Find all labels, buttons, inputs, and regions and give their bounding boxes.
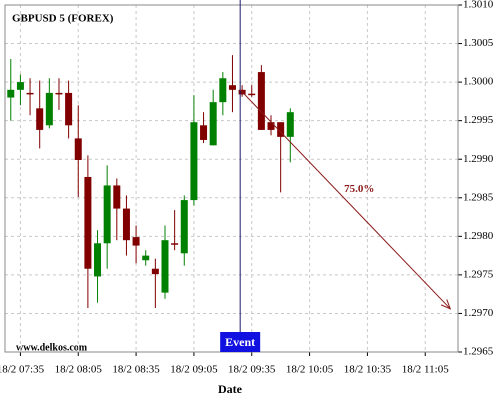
candle-body bbox=[7, 89, 15, 98]
x-tick-label: 18/2 10:35 bbox=[344, 364, 392, 376]
event-box bbox=[220, 332, 261, 352]
y-tick-label: 1.2985 bbox=[463, 191, 494, 203]
y-tick-label: 1.3005 bbox=[463, 37, 494, 49]
candle-body bbox=[132, 237, 140, 246]
x-tick-label: 18/2 08:05 bbox=[55, 364, 103, 376]
candle-body bbox=[228, 85, 236, 90]
candle-body bbox=[26, 92, 34, 95]
event-label: Event bbox=[225, 335, 255, 349]
chart-title: GBPUSD 5 (FOREX) bbox=[12, 13, 114, 25]
candle-body bbox=[16, 82, 24, 90]
y-tick-label: 1.2975 bbox=[463, 268, 494, 280]
y-tick-label: 1.2980 bbox=[463, 230, 494, 242]
x-tick-label: 18/2 07:35 bbox=[0, 364, 45, 376]
y-tick-label: 1.2965 bbox=[463, 346, 494, 358]
candle-body bbox=[55, 92, 63, 95]
candle-body bbox=[161, 240, 169, 293]
candle-body bbox=[171, 243, 179, 245]
candle-body bbox=[286, 112, 294, 137]
x-axis-label: Date bbox=[218, 382, 243, 396]
candle-body bbox=[45, 92, 53, 126]
candle-body bbox=[74, 138, 82, 160]
candle-body bbox=[151, 268, 159, 275]
candle-body bbox=[103, 185, 111, 244]
candle-body bbox=[142, 255, 150, 261]
y-tick-label: 1.2970 bbox=[463, 307, 494, 319]
candle-body bbox=[248, 93, 256, 96]
x-tick-label: 18/2 09:35 bbox=[228, 364, 276, 376]
x-tick-label: 18/2 09:05 bbox=[170, 364, 218, 376]
candle-body bbox=[209, 102, 217, 146]
projection-arrow bbox=[239, 89, 451, 310]
candle-body bbox=[180, 200, 188, 254]
candle-body bbox=[65, 92, 73, 126]
candle-body bbox=[219, 78, 227, 103]
x-tick-label: 18/2 11:05 bbox=[402, 364, 449, 376]
y-tick-label: 1.3000 bbox=[463, 76, 494, 88]
arrow-head bbox=[440, 299, 452, 310]
y-tick-label: 1.2995 bbox=[463, 114, 494, 126]
candle-body bbox=[36, 108, 44, 130]
candle-body bbox=[113, 185, 121, 209]
candle-body bbox=[267, 122, 275, 130]
candle-body bbox=[94, 243, 102, 277]
watermark: www.delkos.com bbox=[16, 342, 88, 353]
candle-body bbox=[122, 208, 130, 241]
x-tick-label: 18/2 10:05 bbox=[286, 364, 334, 376]
candle-body bbox=[84, 176, 92, 269]
x-tick-label: 18/2 08:35 bbox=[112, 364, 160, 376]
candle-body bbox=[200, 125, 208, 140]
candle-body bbox=[257, 72, 265, 130]
candle-body bbox=[277, 122, 285, 137]
y-tick-label: 1.2990 bbox=[463, 153, 494, 165]
y-tick-label: 1.3010 bbox=[463, 0, 494, 11]
candle-body bbox=[190, 122, 198, 201]
arrow-label: 75.0% bbox=[344, 183, 374, 195]
